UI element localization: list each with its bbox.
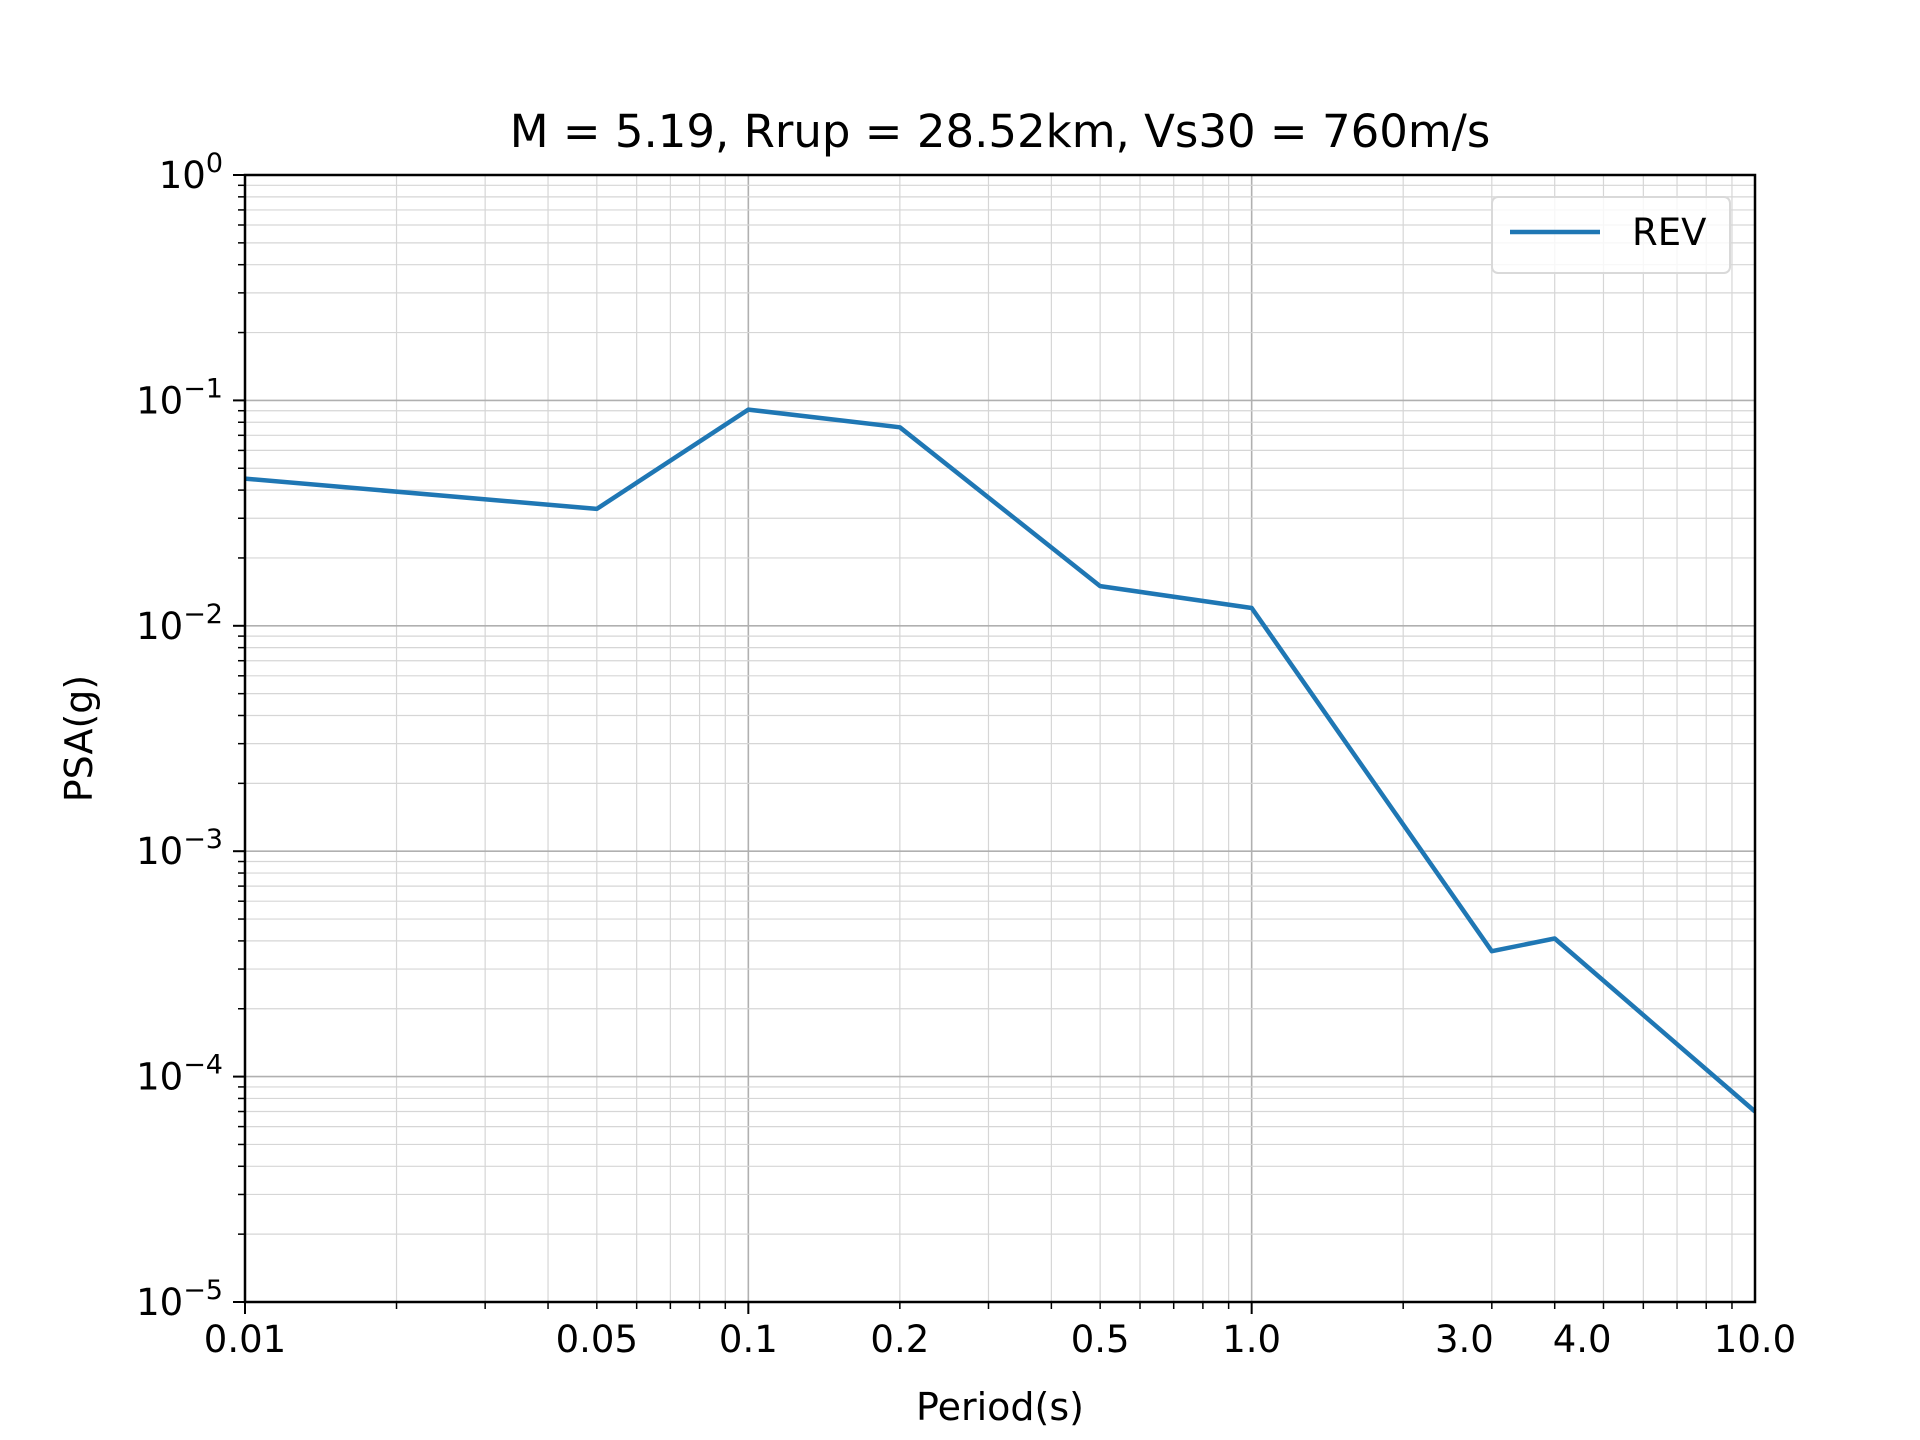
x-axis-label: Period(s) (916, 1385, 1084, 1429)
y-tick-labels: 100 10−1 10−2 10−3 10−4 10−5 (136, 148, 223, 1324)
axis-ticks (233, 174, 1733, 1314)
plot-frame (243, 173, 1757, 1304)
y-tick-label: 10−1 (136, 373, 223, 422)
x-tick-label: 0.2 (870, 1318, 929, 1361)
chart-title: M = 5.19, Rrup = 28.52km, Vs30 = 760m/s (510, 105, 1491, 158)
x-tick-label: 0.01 (204, 1318, 286, 1361)
y-tick-label: 10−4 (136, 1050, 223, 1099)
y-tick-label: 10−5 (136, 1275, 223, 1324)
x-tick-label: 0.05 (556, 1318, 638, 1361)
y-axis-label: PSA(g) (57, 675, 101, 803)
grid (244, 174, 1756, 1303)
legend-label-rev: REV (1632, 211, 1706, 254)
series-line-rev (244, 407, 1757, 1114)
x-tick-label: 3.0 (1435, 1318, 1494, 1361)
x-tick-label: 4.0 (1553, 1318, 1612, 1361)
x-tick-labels: 0.01 0.05 0.1 0.2 0.5 1.0 3.0 4.0 10.0 (204, 1318, 1796, 1361)
x-tick-label: 10.0 (1714, 1318, 1796, 1361)
series-layer (244, 407, 1757, 1114)
x-tick-label: 0.5 (1071, 1318, 1130, 1361)
y-tick-label: 10−3 (136, 824, 223, 873)
x-tick-label: 1.0 (1222, 1318, 1281, 1361)
y-tick-label: 10−2 (136, 599, 223, 648)
x-tick-label: 0.1 (719, 1318, 778, 1361)
legend-box (1491, 196, 1731, 274)
legend: REV (1491, 196, 1731, 274)
y-tick-label: 100 (159, 148, 223, 197)
